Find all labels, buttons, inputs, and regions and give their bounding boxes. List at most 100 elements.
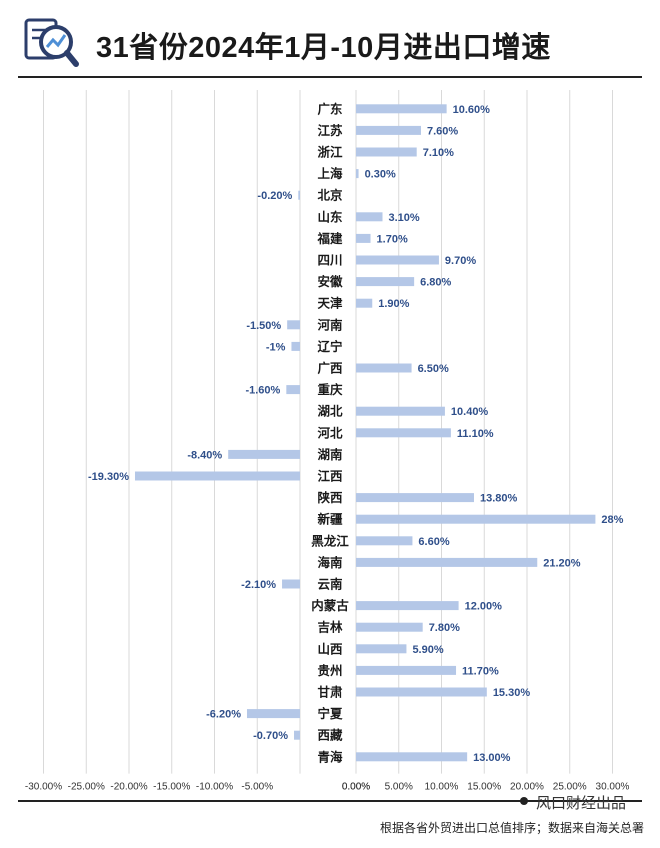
x-tick-label: -20.00%	[110, 782, 147, 790]
brand-label: 风口财经出品	[536, 795, 627, 812]
bar	[287, 320, 300, 330]
category-label: 四川	[317, 254, 342, 268]
x-tick-label: 10.00%	[425, 782, 459, 790]
value-label: -1.50%	[246, 320, 281, 332]
value-label: -6.20%	[206, 709, 241, 721]
x-tick-label: 15.00%	[467, 782, 501, 790]
bar	[356, 233, 371, 243]
category-label: 河南	[317, 317, 343, 332]
bar	[286, 385, 300, 395]
bar	[246, 709, 300, 719]
bar	[356, 665, 457, 675]
bar	[356, 212, 383, 222]
value-label: -2.10%	[241, 579, 276, 591]
bar	[356, 514, 596, 524]
value-label: 11.70%	[462, 665, 499, 677]
value-label: 13.00%	[473, 752, 511, 764]
bar	[356, 277, 415, 287]
value-label: 3.10%	[389, 212, 420, 224]
value-label: 7.60%	[427, 125, 458, 137]
bar	[356, 406, 445, 416]
magnifier-chart-icon	[24, 18, 79, 67]
x-tick-label: -25.00%	[68, 782, 105, 790]
header-divider	[18, 76, 642, 78]
category-label: 山东	[317, 209, 343, 224]
category-label: 江苏	[317, 123, 343, 138]
bar	[356, 169, 359, 179]
category-label: 辽宁	[317, 339, 342, 354]
category-label: 湖南	[317, 447, 343, 462]
category-label: 湖北	[317, 404, 343, 419]
category-label: 山西	[317, 641, 342, 656]
category-label: 河北	[317, 425, 343, 440]
x-tick-label: 0.00%	[342, 782, 370, 790]
category-label: 江西	[317, 469, 342, 484]
page-title: 31省份2024年1月-10月进出口增速	[96, 32, 551, 64]
x-tick-label: -5.00%	[241, 782, 273, 790]
value-label: 11.10%	[457, 428, 494, 440]
category-label: 浙江	[317, 145, 343, 160]
category-label: 海南	[317, 555, 343, 570]
bar	[356, 752, 468, 762]
value-label: 9.70%	[445, 255, 476, 267]
value-label: 7.80%	[429, 622, 460, 634]
bar	[228, 449, 300, 459]
bar	[356, 557, 538, 567]
bar	[356, 644, 407, 654]
bar	[356, 255, 439, 265]
value-label: 6.60%	[418, 536, 449, 548]
x-tick-label: -30.00%	[25, 782, 62, 790]
bar	[356, 428, 451, 438]
category-label: 上海	[317, 166, 343, 181]
category-label: 天津	[317, 296, 343, 311]
bar	[356, 601, 459, 611]
value-label: 5.90%	[412, 644, 443, 656]
value-label: -0.70%	[253, 730, 288, 742]
value-label: -0.20%	[257, 190, 292, 202]
category-label: 甘肃	[317, 685, 343, 700]
category-label: 陕西	[317, 490, 342, 505]
bar	[356, 493, 474, 503]
category-label: 福建	[316, 231, 343, 246]
bar	[356, 104, 447, 114]
value-label: 28%	[601, 514, 623, 526]
bar	[356, 687, 487, 697]
footer-divider	[18, 800, 642, 802]
value-label: 10.40%	[451, 406, 489, 418]
value-label: 0.30%	[365, 169, 396, 181]
category-label: 云南	[317, 577, 343, 592]
x-tick-label: 30.00%	[596, 782, 630, 790]
x-tick-label: -10.00%	[196, 782, 233, 790]
value-label: 1.70%	[377, 233, 408, 245]
bar	[356, 363, 412, 373]
value-label: 7.10%	[423, 147, 454, 159]
value-label: -19.30%	[88, 471, 129, 483]
value-label: 1.90%	[378, 298, 409, 310]
category-label: 新疆	[317, 512, 343, 527]
value-label: 21.20%	[543, 557, 581, 569]
category-label: 广西	[317, 361, 342, 376]
category-label: 北京	[317, 188, 343, 203]
value-label: 6.80%	[420, 277, 451, 289]
header: 31省份2024年1月-10月进出口增速	[0, 0, 660, 78]
value-label: 15.30%	[493, 687, 531, 699]
bar	[356, 622, 423, 632]
bar	[291, 341, 300, 351]
x-tick-label: -15.00%	[153, 782, 190, 790]
bar-chart: -30.00% -25.00% -20.00% -15.00% -10.00% -5.00…	[25, 90, 630, 790]
bar	[356, 298, 373, 308]
category-label: 青海	[317, 749, 343, 764]
x-tick-label: 5.00%	[385, 782, 413, 790]
bar	[356, 125, 421, 135]
x-tick-label: 25.00%	[553, 782, 587, 790]
bar	[294, 730, 300, 740]
bar	[356, 536, 413, 546]
category-label: 西藏	[317, 728, 343, 743]
bar	[134, 471, 300, 481]
category-label: 广东	[317, 101, 343, 116]
value-label: 10.60%	[453, 104, 491, 116]
category-label: 吉林	[317, 620, 343, 635]
bar	[356, 147, 417, 157]
value-label: 12.00%	[465, 601, 503, 613]
bar	[298, 190, 300, 200]
